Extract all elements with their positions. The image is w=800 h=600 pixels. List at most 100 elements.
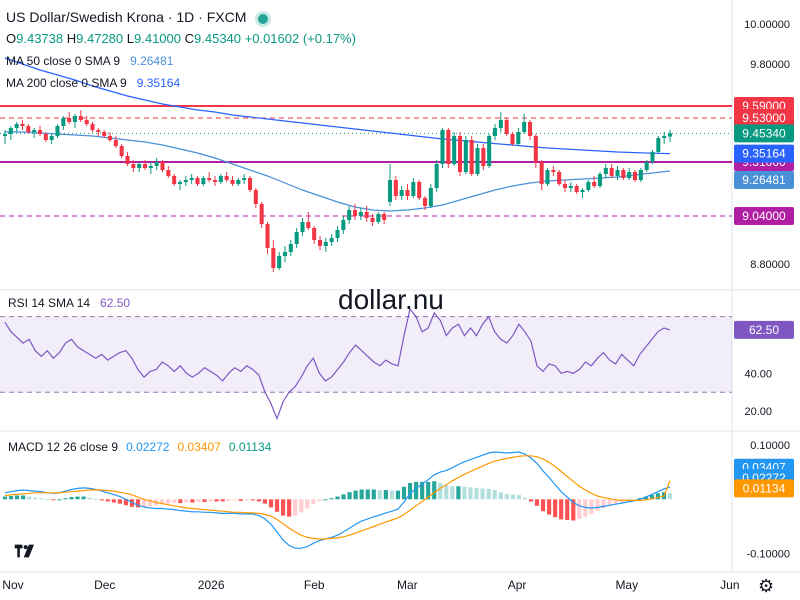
candle xyxy=(662,132,667,144)
candle-body xyxy=(78,116,83,120)
candle xyxy=(621,168,626,180)
macd-hist-bar xyxy=(105,499,110,502)
ma200-legend[interactable]: MA 200 close 0 SMA 9 9.35164 xyxy=(6,72,356,94)
candle xyxy=(492,124,498,140)
macd-hist-bar xyxy=(117,499,122,504)
macd-hist-bar xyxy=(438,482,443,500)
macd-hist-bar xyxy=(111,499,116,503)
candle-body xyxy=(387,180,393,202)
candle xyxy=(212,176,218,186)
macd-hist-bar xyxy=(577,499,582,519)
ma50-line xyxy=(5,131,671,212)
candle-body xyxy=(364,212,369,218)
candle-body xyxy=(96,130,101,132)
candle xyxy=(55,124,60,138)
candle xyxy=(148,162,153,174)
macd-hist-bar xyxy=(534,499,540,506)
candle xyxy=(142,160,148,170)
candle xyxy=(84,116,89,126)
candle xyxy=(609,164,614,178)
candle xyxy=(457,132,463,176)
macd-hist-bar xyxy=(553,499,558,518)
candle-body xyxy=(329,238,334,242)
macd-hist-bar xyxy=(87,497,92,500)
candle xyxy=(603,164,608,178)
macd-hist-bar xyxy=(160,499,165,505)
rsi-tag-text: 62.50 xyxy=(749,323,779,337)
last-price-tag-bg xyxy=(734,124,794,143)
candle xyxy=(667,129,673,142)
candle xyxy=(61,116,66,130)
candle xyxy=(568,182,573,192)
candle-body xyxy=(265,224,270,248)
macd-hist-bar xyxy=(450,486,455,500)
candle-body xyxy=(102,132,107,136)
macd-hist-bar xyxy=(492,490,497,500)
candle xyxy=(393,176,398,200)
candle xyxy=(306,212,311,230)
candle-body xyxy=(236,180,241,184)
candle xyxy=(166,166,171,178)
macd-title: MACD 12 26 close 9 xyxy=(8,440,119,454)
rsi-tag: 62.50 xyxy=(734,320,794,339)
ma50-tag-bg xyxy=(734,171,794,189)
candle xyxy=(90,122,95,132)
price-tick-label: 10.00000 xyxy=(744,19,790,31)
candle-body xyxy=(533,136,538,162)
symbol-title[interactable]: US Dollar/Swedish Krona · 1D · FXCM xyxy=(6,9,247,25)
candle-body xyxy=(207,178,212,180)
candle xyxy=(562,180,568,192)
rsi-legend[interactable]: RSI 14 SMA 14 62.50 xyxy=(8,296,130,310)
macd-hist-bar xyxy=(21,495,26,500)
macd-hist-bar xyxy=(293,499,298,516)
low-key: L xyxy=(126,31,134,46)
ma50-tag-text: 9.26481 xyxy=(742,173,786,187)
macd-hist-bar xyxy=(45,499,50,501)
candle-body xyxy=(417,182,422,198)
candle xyxy=(67,112,72,124)
candle-body xyxy=(119,146,124,156)
candle xyxy=(446,128,451,168)
macd-hist-bar xyxy=(353,490,358,500)
candle xyxy=(207,172,212,182)
candle xyxy=(236,178,241,186)
candle-body xyxy=(247,178,253,190)
candle-body xyxy=(107,136,113,140)
macd-hist-bar xyxy=(196,499,201,502)
macd-hist-bar xyxy=(57,499,62,501)
macd-hist-bar xyxy=(559,499,564,520)
candle xyxy=(43,132,48,142)
candle xyxy=(405,184,410,200)
candle xyxy=(475,144,480,176)
signal-line xyxy=(4,455,671,540)
candle-body xyxy=(603,168,608,174)
macd-hist-bar xyxy=(407,482,413,500)
candle-body xyxy=(627,172,632,178)
time-tick-label: Feb xyxy=(304,578,325,592)
candle xyxy=(364,206,369,222)
candle-body xyxy=(37,130,43,134)
macd-legend[interactable]: MACD 12 26 close 9 0.02272 0.03407 0.01134 xyxy=(8,440,271,454)
gear-icon[interactable]: ⚙ xyxy=(758,576,775,596)
ma50-legend[interactable]: MA 50 close 0 SMA 9 9.26481 xyxy=(6,50,356,72)
level-tag: 9.53000 xyxy=(734,109,794,127)
macd-hist-bar xyxy=(504,493,509,500)
candle-body xyxy=(277,256,282,268)
candle-body xyxy=(335,230,340,238)
tradingview-logo-icon[interactable] xyxy=(10,542,40,560)
candle xyxy=(137,162,142,172)
rsi-value: 62.50 xyxy=(100,296,131,310)
macd-hist-bar xyxy=(99,499,104,501)
candle-body xyxy=(592,182,597,186)
candle xyxy=(411,178,416,198)
candle-body xyxy=(294,232,299,244)
candle xyxy=(125,152,130,166)
candle-body xyxy=(49,136,54,140)
candle xyxy=(224,172,229,182)
candle xyxy=(8,126,13,140)
candle xyxy=(592,176,597,188)
candle xyxy=(644,160,649,172)
macd-hist-bar xyxy=(389,490,395,500)
